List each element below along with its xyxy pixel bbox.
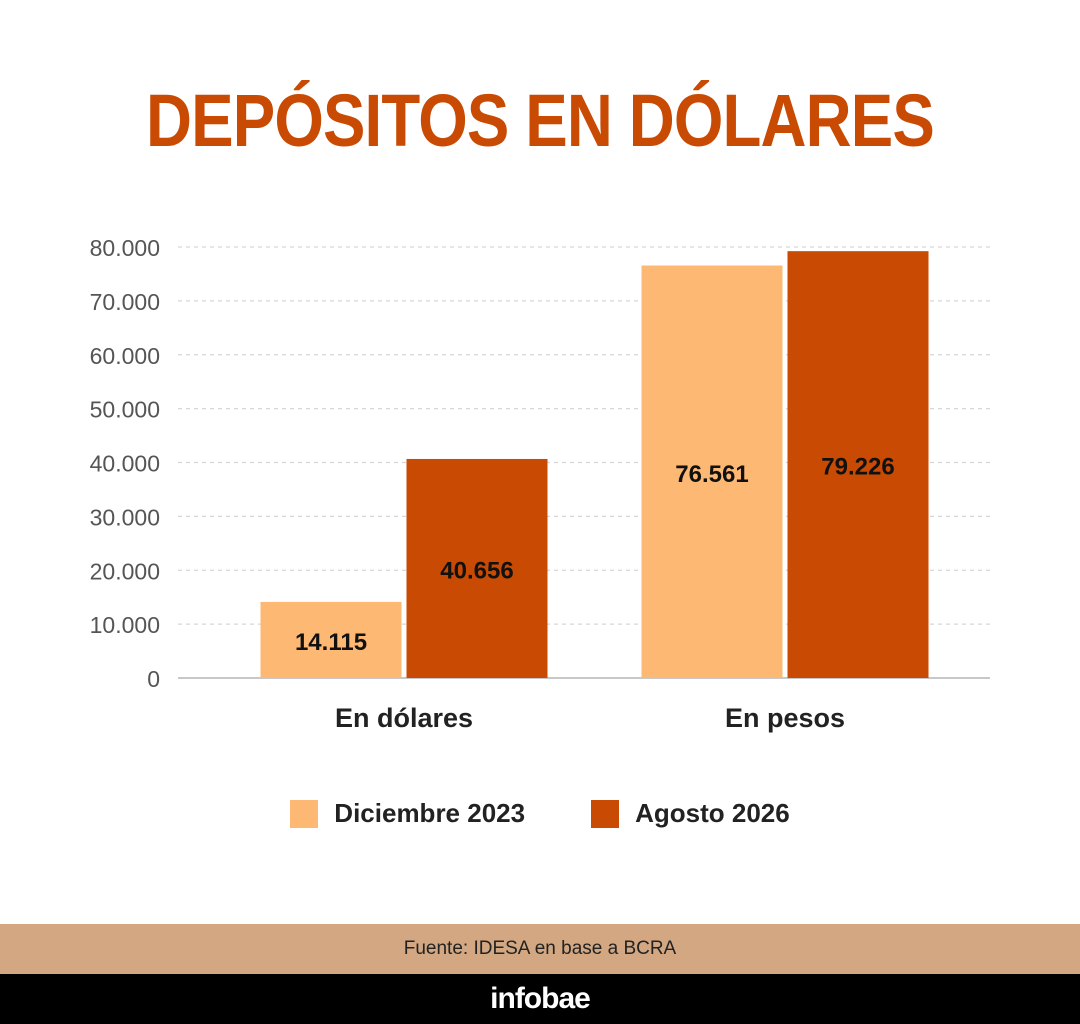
legend-item-diciembre-2023: Diciembre 2023	[290, 798, 525, 829]
legend-item-agosto-2026: Agosto 2026	[591, 798, 790, 829]
legend-swatch-agosto-2026	[591, 799, 620, 828]
y-tick-label: 40.000	[90, 451, 160, 477]
y-tick-label: 20.000	[90, 558, 160, 584]
legend: Diciembre 2023 Agosto 2026	[0, 798, 1080, 829]
legend-label: Agosto 2026	[635, 798, 790, 828]
data-label: 40.656	[440, 557, 513, 584]
source-text: Fuente: IDESA en base a BCRA	[403, 938, 677, 959]
y-tick-label: 10.000	[90, 612, 160, 638]
bar	[787, 251, 929, 678]
bar	[260, 601, 402, 678]
source-bar: Fuente: IDESA en base a BCRA	[0, 924, 1080, 974]
y-tick-label: 0	[147, 666, 160, 692]
data-label: 79.226	[821, 454, 894, 481]
y-tick-label: 80.000	[90, 235, 160, 261]
brand-logo: infobae	[490, 982, 591, 1015]
y-tick-label: 70.000	[90, 289, 160, 315]
bar	[406, 458, 548, 678]
bar-chart: 0 10.000 20.000 30.000 40.000 50.000 60.000 70.…	[90, 235, 990, 733]
legend-label: Diciembre 2023	[334, 798, 526, 828]
x-category-label: En dólares	[335, 703, 473, 733]
x-category-label: En pesos	[725, 703, 845, 733]
legend-swatch-diciembre-2023	[290, 799, 319, 828]
y-tick-label: 50.000	[90, 397, 160, 423]
brand-bar: infobae	[0, 974, 1080, 1024]
y-tick-label: 60.000	[90, 343, 160, 369]
y-tick-label: 30.000	[90, 504, 160, 530]
data-label: 76.561	[675, 461, 748, 488]
bar	[641, 265, 783, 678]
chart-title: DEPÓSITOS EN DÓLARES	[146, 79, 935, 162]
data-label: 14.115	[295, 629, 367, 656]
